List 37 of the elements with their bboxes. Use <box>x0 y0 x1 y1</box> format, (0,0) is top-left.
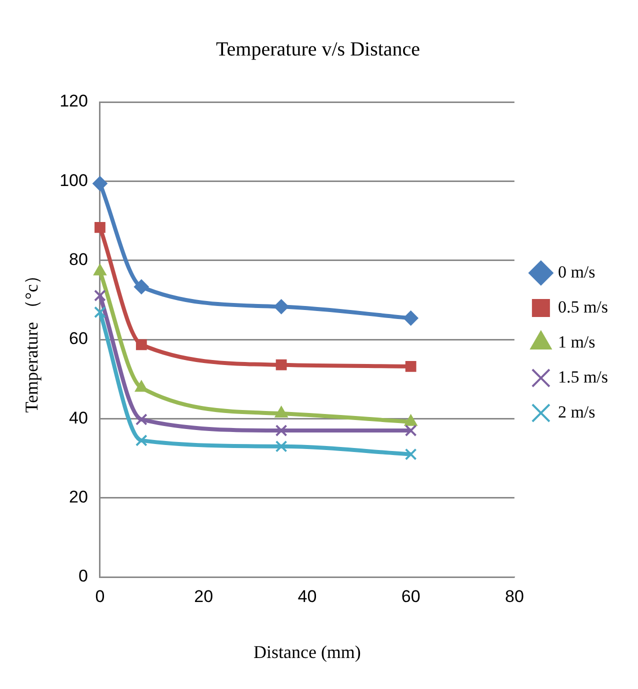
point <box>404 448 417 460</box>
point <box>135 434 148 446</box>
point <box>274 299 289 314</box>
y-tick-label: 100 <box>60 170 88 190</box>
point <box>405 360 416 372</box>
x-tick-label: 20 <box>194 586 214 606</box>
point <box>275 424 288 436</box>
y-tick-label: 0 <box>78 566 88 586</box>
y-tick-label: 120 <box>60 92 88 111</box>
x-tick-label: 80 <box>504 586 524 606</box>
point <box>404 424 417 436</box>
legend-label: 1 m/s <box>558 332 596 352</box>
legend-label: 1.5 m/s <box>558 367 608 386</box>
point <box>274 406 288 418</box>
point <box>136 339 147 350</box>
legend-label: 2 m/s <box>558 402 596 422</box>
point <box>403 310 418 326</box>
y-tick-label: 20 <box>69 488 88 507</box>
x-tick-label: 60 <box>401 586 420 606</box>
y-tick-label: 40 <box>69 408 88 428</box>
legend-label: 0.5 m/s <box>558 297 608 316</box>
point <box>135 414 148 426</box>
point <box>94 290 106 302</box>
point <box>134 279 149 294</box>
x-tick-label: 0 <box>95 586 105 606</box>
y-tick-label: 60 <box>69 329 88 348</box>
point <box>94 306 106 318</box>
x-tick-label: 40 <box>298 586 317 606</box>
x-axis-title: Distance (mm) <box>253 642 361 662</box>
y-axis-title: Temperature （°c） <box>22 266 42 413</box>
point <box>92 176 108 192</box>
point <box>275 440 288 452</box>
legend-label: 0 m/s <box>558 262 596 282</box>
chart-title: Temperature v/s Distance <box>216 38 420 60</box>
point <box>276 359 287 370</box>
y-tick-label: 80 <box>69 250 88 270</box>
point <box>94 222 106 233</box>
